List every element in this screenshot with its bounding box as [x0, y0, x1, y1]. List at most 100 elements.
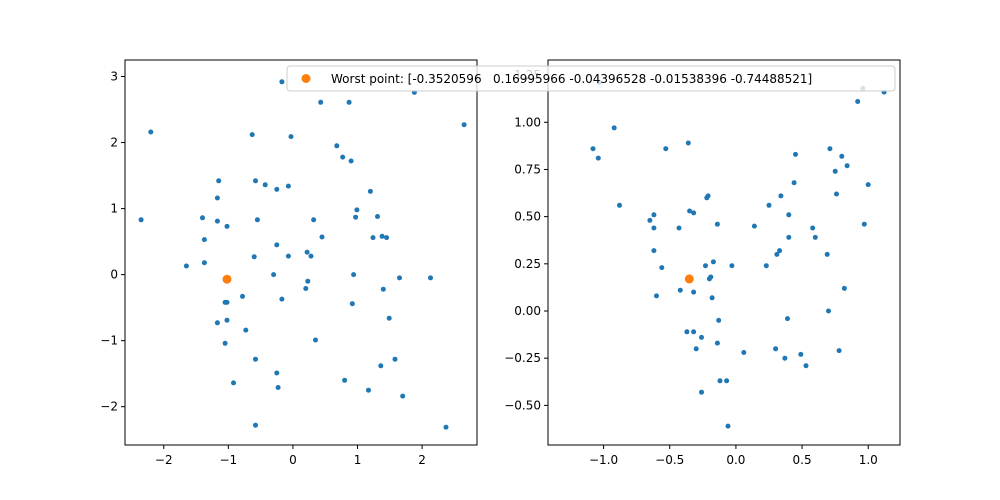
x-tick-label: 1.0	[859, 453, 878, 467]
data-point	[766, 202, 772, 208]
data-point	[274, 370, 280, 376]
data-point	[651, 225, 657, 231]
data-point	[200, 215, 205, 221]
x-tick-label: 0	[289, 453, 297, 467]
data-point	[716, 317, 722, 323]
data-point	[687, 208, 693, 214]
data-point	[428, 275, 433, 281]
data-point	[725, 423, 731, 429]
data-point	[699, 334, 704, 340]
data-point	[375, 214, 380, 219]
data-point	[214, 218, 220, 224]
data-point	[148, 129, 154, 135]
data-point	[841, 285, 847, 291]
data-point	[705, 193, 711, 199]
data-point	[201, 260, 207, 266]
data-point	[351, 272, 357, 278]
x-tick-label: −1	[219, 453, 237, 467]
data-point	[224, 317, 230, 323]
y-tick-label: −2	[100, 400, 118, 414]
x-tick-label: −2	[155, 453, 173, 467]
data-point	[654, 293, 659, 299]
y-tick-label: 0.25	[514, 257, 541, 271]
data-point	[334, 143, 340, 149]
y-tick-label: −0.50	[504, 398, 541, 412]
data-point	[810, 225, 816, 231]
data-point	[443, 424, 449, 430]
data-point	[214, 195, 220, 201]
data-point	[274, 242, 280, 248]
data-point	[778, 193, 784, 199]
data-point	[791, 180, 797, 186]
data-point	[222, 340, 228, 346]
x-tick-label: 1	[354, 453, 362, 467]
data-point	[763, 263, 769, 269]
data-point	[691, 329, 697, 335]
data-point	[384, 235, 390, 241]
data-point	[201, 237, 207, 243]
data-point	[786, 212, 792, 218]
data-point	[836, 348, 842, 354]
y-tick-label: 1.00	[514, 115, 541, 129]
worst-point	[684, 274, 694, 284]
data-point	[254, 217, 260, 223]
data-point	[353, 214, 359, 220]
data-point	[253, 178, 258, 184]
data-point	[285, 253, 291, 259]
data-point	[839, 153, 845, 159]
data-point	[183, 263, 189, 269]
data-point	[647, 217, 653, 223]
data-point	[590, 146, 596, 152]
y-tick-label: −1	[100, 334, 118, 348]
data-point	[216, 178, 222, 184]
data-point	[305, 278, 311, 284]
legend-worst-marker	[301, 74, 311, 83]
data-point	[303, 286, 309, 291]
y-tick-label: 0	[110, 268, 118, 282]
data-point	[703, 263, 708, 269]
data-point	[354, 207, 360, 213]
data-point	[253, 356, 258, 362]
y-tick-label: −0.25	[504, 351, 541, 365]
data-point	[392, 356, 398, 362]
legend-box	[286, 65, 896, 92]
data-point	[803, 363, 809, 369]
data-point	[249, 132, 255, 138]
data-point	[138, 217, 144, 223]
points-layer	[138, 79, 467, 430]
data-point	[729, 263, 735, 269]
data-point	[659, 265, 665, 271]
y-tick-label: 3	[110, 70, 118, 84]
data-point	[240, 293, 245, 299]
data-point	[865, 182, 871, 188]
data-point	[251, 254, 257, 260]
data-point	[651, 248, 657, 254]
data-point	[741, 350, 747, 355]
data-point	[834, 191, 839, 197]
legend: Worst point: [-0.3520596 0.16995966 -0.0…	[286, 65, 896, 92]
data-point	[400, 393, 406, 399]
data-point	[214, 320, 220, 326]
data-point	[710, 259, 716, 265]
data-point	[844, 163, 850, 169]
legend-label: Worst point: [-0.3520596 0.16995966 -0.0…	[331, 72, 812, 86]
data-point	[319, 234, 325, 240]
data-point	[275, 385, 281, 390]
data-point	[318, 99, 324, 105]
data-point	[651, 212, 657, 218]
data-point	[714, 340, 720, 346]
data-point	[724, 378, 730, 384]
axes-frame	[124, 59, 478, 446]
worst-point	[222, 274, 232, 284]
data-point	[751, 223, 757, 229]
x-tick-label: −0.5	[655, 453, 684, 467]
data-point	[798, 351, 804, 357]
data-point	[855, 99, 861, 104]
data-point	[676, 225, 682, 231]
data-point	[663, 146, 669, 152]
y-tick-label: 0.75	[514, 162, 541, 176]
data-point	[777, 248, 783, 254]
data-point	[709, 295, 715, 301]
data-point	[693, 346, 699, 352]
